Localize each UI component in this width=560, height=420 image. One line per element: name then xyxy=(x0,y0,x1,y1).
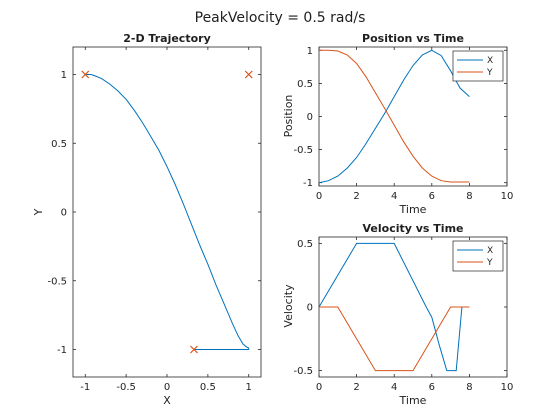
trajectory-axes-box xyxy=(72,46,262,378)
trajectory-series-curve-line xyxy=(85,74,250,350)
velocity-series-y-line xyxy=(319,306,470,372)
position-series-y-line xyxy=(319,49,470,183)
trajectory-waypoint-marker xyxy=(81,70,90,79)
velocity-ylabel: Velocity xyxy=(282,284,295,328)
position-xtick-label: 10 xyxy=(501,191,514,202)
trajectory-ytick-label: 0.5 xyxy=(51,139,67,150)
velocity-xtick-label: 8 xyxy=(466,382,472,393)
position-legend-label-y: Y xyxy=(486,68,493,78)
trajectory-ytick-label: -0.5 xyxy=(47,276,67,287)
trajectory-xlabel: X xyxy=(163,394,171,407)
velocity-ytick-label: 0 xyxy=(307,303,313,314)
position-legend-label-x: X xyxy=(487,56,493,66)
velocity-ytick-label: -0.5 xyxy=(293,366,313,377)
trajectory-waypoint-marker xyxy=(244,70,253,79)
trajectory-plot: 2-D Trajectory X Y -1 -0.5 0 0.5 1 -1 -0.5 0 0.5… xyxy=(32,32,262,407)
velocity-xtick-label: 2 xyxy=(353,382,359,393)
trajectory-xtick-label: -1 xyxy=(80,382,90,393)
position-ytick-label: 1 xyxy=(307,46,313,57)
velocity-ytick-label: 0.5 xyxy=(297,239,313,250)
velocity-xtick-label: 6 xyxy=(429,382,435,393)
position-ylabel: Position xyxy=(282,95,295,138)
velocity-plot: Velocity vs Time Time Velocity 0 2 4 6 8 10 -0… xyxy=(282,222,513,407)
position-title: Position vs Time xyxy=(362,32,464,45)
trajectory-xtick-label: 1 xyxy=(246,382,252,393)
position-series-x-line xyxy=(318,49,470,184)
trajectory-xtick-label: -0.5 xyxy=(116,382,136,393)
position-xtick-label: 8 xyxy=(466,191,472,202)
trajectory-ytick-label: -1 xyxy=(57,345,67,356)
trajectory-waypoint-marker xyxy=(190,345,198,354)
position-xlabel: Time xyxy=(399,203,427,216)
velocity-xtick-label: 4 xyxy=(391,382,397,393)
position-plot: Position vs Time Time Position 0 2 4 6 8 10-1… xyxy=(282,32,513,216)
velocity-xtick-label: 0 xyxy=(316,382,322,393)
position-xtick-label: 2 xyxy=(353,191,359,202)
position-ytick-label: -0.5 xyxy=(293,145,313,156)
position-xtick-label: 4 xyxy=(391,191,397,202)
trajectory-ylabel: Y xyxy=(32,208,45,216)
velocity-xtick-label: 10 xyxy=(501,382,514,393)
trajectory-title: 2-D Trajectory xyxy=(123,32,210,45)
trajectory-xtick-label: 0.5 xyxy=(200,382,216,393)
velocity-legend-box xyxy=(452,240,504,272)
position-ytick-label: -1 xyxy=(303,178,313,189)
trajectory-ytick-label: 0 xyxy=(61,208,67,219)
velocity-series-x-line xyxy=(318,242,470,372)
trajectory-xtick-label: 0 xyxy=(164,382,170,393)
velocity-legend-label-y: Y xyxy=(486,258,493,268)
position-xtick-label: 6 xyxy=(429,191,435,202)
velocity-title: Velocity vs Time xyxy=(363,222,464,235)
position-ytick-label: 0.5 xyxy=(297,79,313,90)
position-ytick-label: 0 xyxy=(307,112,313,123)
figure-title: PeakVelocity = 0.5 rad/s xyxy=(195,10,366,26)
velocity-xlabel: Time xyxy=(399,394,427,407)
velocity-legend-label-x: X xyxy=(487,246,493,256)
position-xtick-label: 0 xyxy=(316,191,322,202)
position-legend-box xyxy=(452,50,504,82)
trajectory-ytick-label: 1 xyxy=(61,70,67,81)
